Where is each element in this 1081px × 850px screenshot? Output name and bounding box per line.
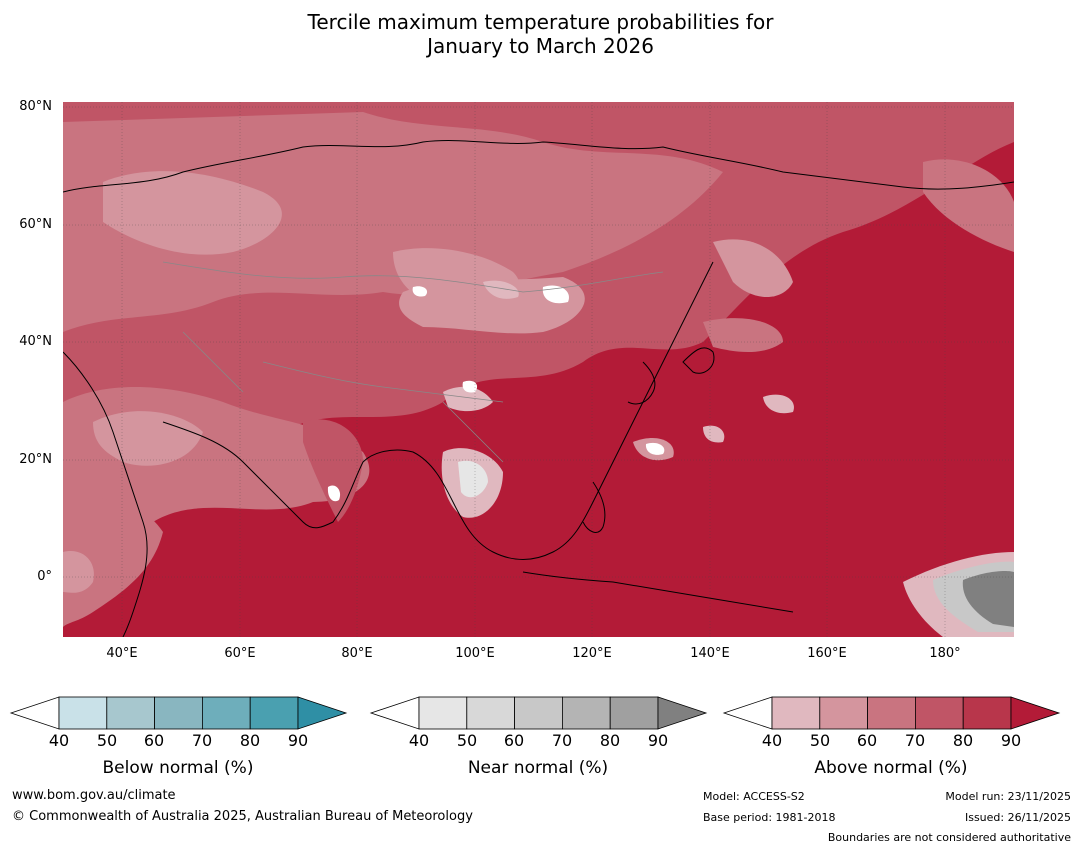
colorbar-below-tick: 70 bbox=[191, 731, 213, 750]
colorbar-below-max-arrow bbox=[297, 696, 348, 730]
colorbar-near-tick: 80 bbox=[599, 731, 621, 750]
colorbar-above-segment bbox=[962, 696, 1012, 730]
colorbar-near-segment bbox=[418, 696, 468, 730]
colorbar-near-max-arrow bbox=[657, 696, 708, 730]
map-title: Tercile maximum temperature probabilitie… bbox=[0, 10, 1081, 58]
colorbar-above-tick: 50 bbox=[809, 731, 831, 750]
lon-label-60e: 60°E bbox=[224, 646, 256, 661]
lon-label-140e: 140°E bbox=[690, 646, 730, 661]
website-link[interactable]: www.bom.gov.au/climate bbox=[12, 788, 176, 803]
lat-label-40n: 40°N bbox=[19, 334, 52, 349]
colorbar-below-segment bbox=[201, 696, 251, 730]
colorbar-below-tick: 90 bbox=[287, 731, 309, 750]
colorbar-above-tick: 40 bbox=[761, 731, 783, 750]
colorbar-above-min-arrow bbox=[722, 696, 773, 730]
colorbar-above-segment bbox=[819, 696, 868, 730]
lon-label-100e: 100°E bbox=[455, 646, 495, 661]
lon-label-180: 180° bbox=[929, 646, 961, 661]
colorbar-near-tick: 60 bbox=[503, 731, 525, 750]
colorbar-above-segment bbox=[771, 696, 821, 730]
probability-map bbox=[63, 102, 1014, 637]
colorbar-near-segment bbox=[562, 696, 611, 730]
colorbar-near-segment bbox=[514, 696, 563, 730]
colorbar-near-tick: 40 bbox=[408, 731, 430, 750]
model-run-text: Model run: 23/11/2025 bbox=[945, 790, 1071, 803]
colorbar-below-tick: 40 bbox=[48, 731, 70, 750]
colorbar-near-tick: 90 bbox=[647, 731, 669, 750]
colorbar-legend bbox=[9, 696, 1061, 730]
lon-label-160e: 160°E bbox=[807, 646, 847, 661]
colorbar-below-segment bbox=[58, 696, 108, 730]
lon-label-40e: 40°E bbox=[106, 646, 138, 661]
lon-label-120e: 120°E bbox=[572, 646, 612, 661]
base-period-text: Base period: 1981-2018 bbox=[703, 811, 836, 824]
colorbar-below-tick: 80 bbox=[239, 731, 261, 750]
colorbar-below-label: Below normal (%) bbox=[102, 758, 254, 778]
colorbar-near-segment bbox=[609, 696, 659, 730]
copyright-text: © Commonwealth of Australia 2025, Austra… bbox=[12, 809, 473, 824]
model-text: Model: ACCESS-S2 bbox=[703, 790, 805, 803]
colorbar-below-segment bbox=[154, 696, 203, 730]
colorbar-below-tick: 50 bbox=[96, 731, 118, 750]
colorbar-near-min-arrow bbox=[369, 696, 420, 730]
colorbar-near-segment bbox=[466, 696, 515, 730]
colorbar-above-tick: 70 bbox=[904, 731, 926, 750]
colorbar-above-tick: 90 bbox=[1000, 731, 1022, 750]
colorbar-near-tick: 50 bbox=[456, 731, 478, 750]
issued-text: Issued: 26/11/2025 bbox=[964, 811, 1071, 824]
colorbar-above-tick: 60 bbox=[856, 731, 878, 750]
lat-label-0: 0° bbox=[37, 569, 52, 584]
lat-label-20n: 20°N bbox=[19, 452, 52, 467]
colorbar-above-max-arrow bbox=[1010, 696, 1061, 730]
title-line-1: Tercile maximum temperature probabilitie… bbox=[307, 10, 774, 34]
colorbar-above-segment bbox=[915, 696, 964, 730]
colorbar-below-segment bbox=[249, 696, 299, 730]
title-line-2: January to March 2026 bbox=[427, 34, 654, 58]
colorbar-above-segment bbox=[867, 696, 916, 730]
lat-label-60n: 60°N bbox=[19, 217, 52, 232]
colorbar-above-label: Above normal (%) bbox=[814, 758, 968, 778]
lon-label-80e: 80°E bbox=[341, 646, 373, 661]
colorbar-below-segment bbox=[106, 696, 156, 730]
colorbar-near-label: Near normal (%) bbox=[467, 758, 609, 778]
colorbar-above-tick: 80 bbox=[952, 731, 974, 750]
colorbar-near-tick: 70 bbox=[551, 731, 573, 750]
disclaimer-text: Boundaries are not considered authoritat… bbox=[827, 831, 1071, 844]
colorbar-below-tick: 60 bbox=[143, 731, 165, 750]
colorbar-below-min-arrow bbox=[9, 696, 60, 730]
map-graphic bbox=[63, 102, 1014, 637]
lat-label-80n: 80°N bbox=[19, 99, 52, 114]
